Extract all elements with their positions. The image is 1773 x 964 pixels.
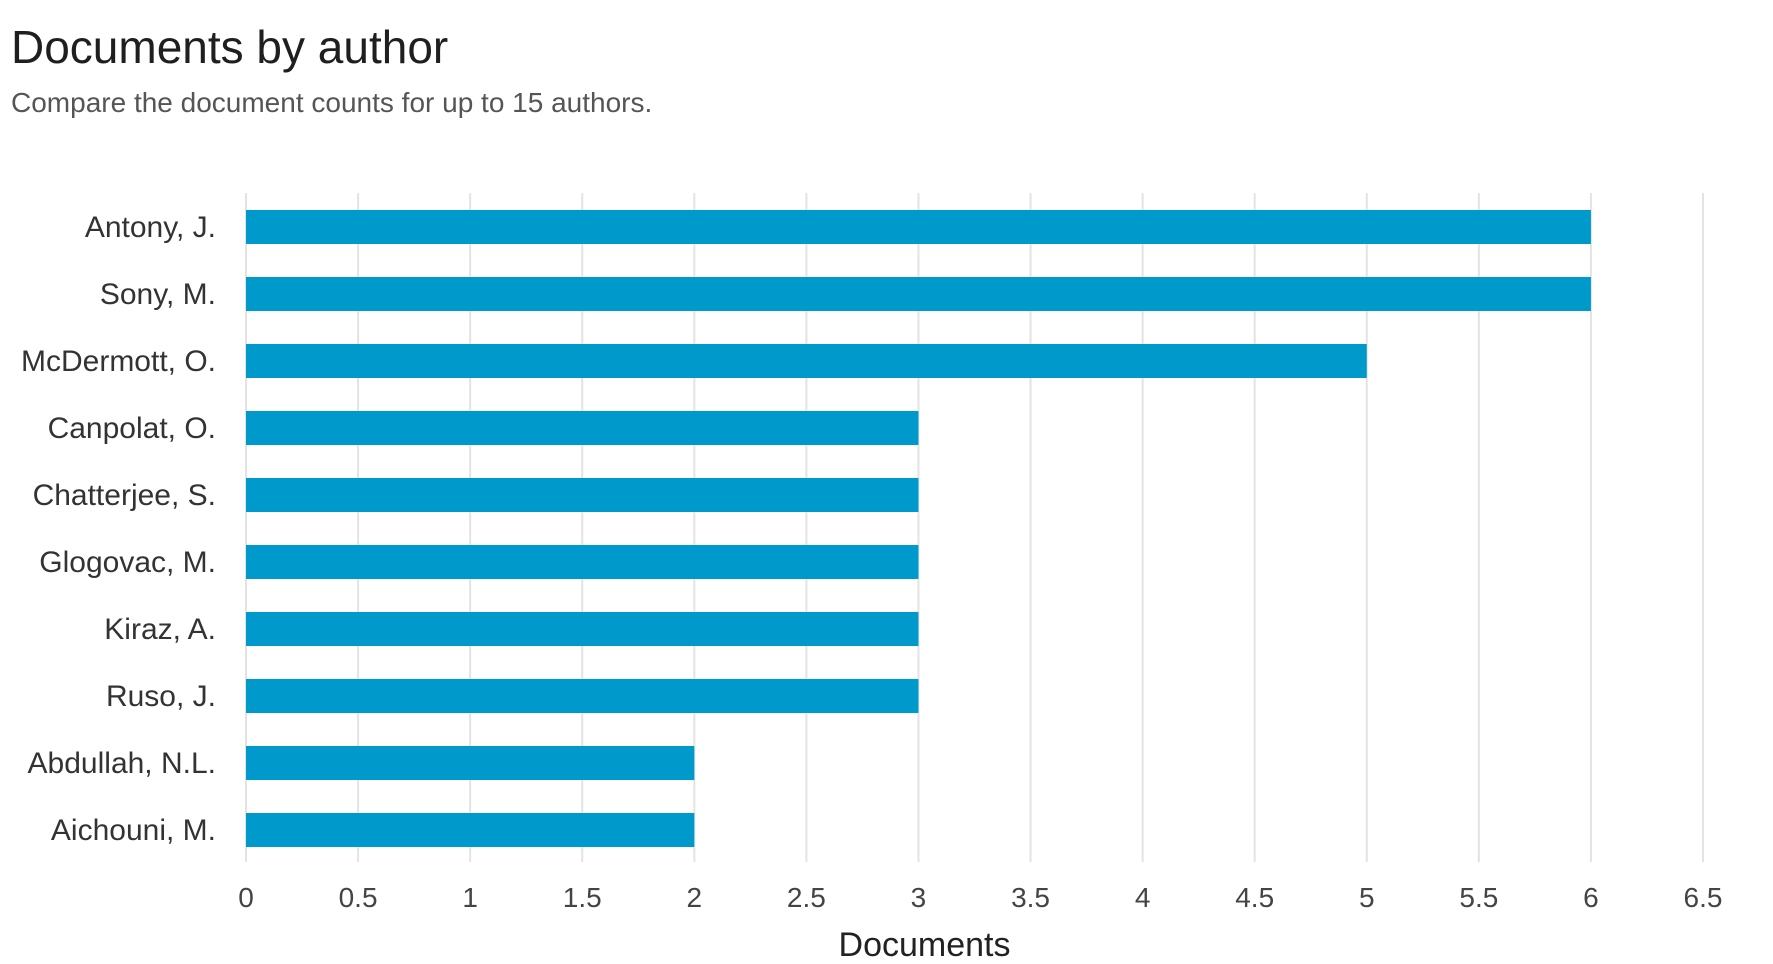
- category-label: Aichouni, M.: [51, 814, 216, 847]
- bar[interactable]: [246, 344, 1367, 378]
- bar[interactable]: [246, 411, 919, 445]
- category-label: Sony, M.: [100, 278, 216, 311]
- x-tick-label: 3.5: [1011, 882, 1050, 913]
- category-labels: Antony, J. Sony, M. McDermott, O. Canpolat,…: [21, 211, 216, 847]
- bar[interactable]: [246, 679, 919, 713]
- bar[interactable]: [246, 612, 919, 646]
- bar[interactable]: [246, 746, 695, 780]
- category-label: Chatterjee, S.: [33, 479, 216, 512]
- bar[interactable]: [246, 545, 919, 579]
- x-tick-label: 0: [238, 882, 254, 913]
- chart-subtitle: Compare the document counts for up to 15…: [11, 87, 653, 118]
- chart-title: Documents by author: [11, 21, 449, 73]
- x-axis-tick-labels: 0 0.5 1 1.5 2 2.5 3 3.5 4 4.5 5 5.5 6 6.5: [238, 882, 1722, 913]
- x-tick-label: 0.5: [339, 882, 378, 913]
- x-tick-label: 5: [1359, 882, 1375, 913]
- bar[interactable]: [246, 210, 1591, 244]
- bar[interactable]: [246, 478, 919, 512]
- x-tick-label: 5.5: [1459, 882, 1498, 913]
- x-tick-label: 4.5: [1235, 882, 1274, 913]
- x-tick-label: 3: [911, 882, 927, 913]
- category-label: Antony, J.: [85, 211, 216, 244]
- x-tick-label: 2.5: [787, 882, 826, 913]
- x-tick-label: 1: [462, 882, 478, 913]
- x-tick-label: 1.5: [563, 882, 602, 913]
- category-label: Abdullah, N.L.: [28, 747, 216, 780]
- category-label: Canpolat, O.: [48, 412, 216, 445]
- x-tick-label: 6: [1583, 882, 1599, 913]
- x-tick-label: 4: [1135, 882, 1151, 913]
- category-label: McDermott, O.: [21, 345, 216, 378]
- x-tick-label: 2: [687, 882, 703, 913]
- category-label: Ruso, J.: [106, 680, 216, 713]
- x-axis-title: Documents: [839, 926, 1011, 964]
- bar[interactable]: [246, 813, 695, 847]
- category-label: Kiraz, A.: [104, 613, 216, 646]
- bars: [246, 210, 1591, 847]
- x-tick-label: 6.5: [1684, 882, 1723, 913]
- bar[interactable]: [246, 277, 1591, 311]
- category-label: Glogovac, M.: [39, 546, 216, 579]
